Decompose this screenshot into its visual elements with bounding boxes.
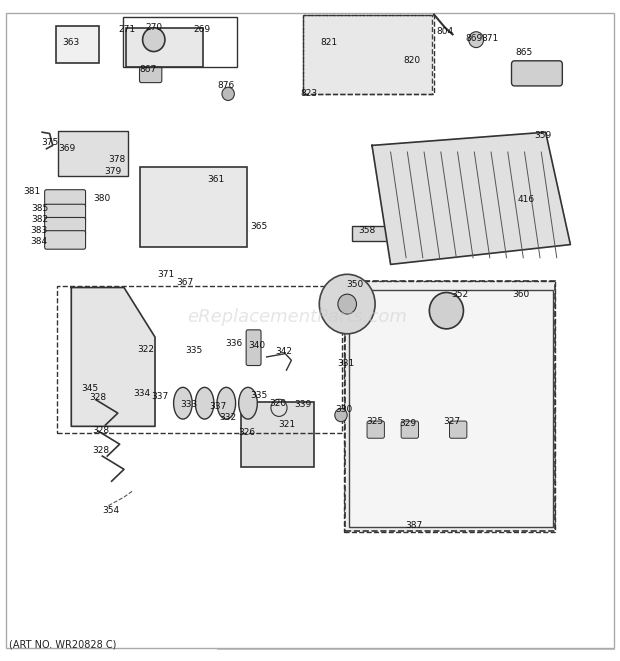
Bar [344,281,555,532]
FancyBboxPatch shape [6,13,614,648]
Text: 380: 380 [94,194,111,203]
FancyBboxPatch shape [140,67,162,83]
Text: 354: 354 [102,506,119,515]
Text: 867: 867 [139,65,156,74]
FancyBboxPatch shape [512,61,562,86]
FancyBboxPatch shape [367,421,384,438]
Circle shape [222,87,234,100]
Text: 337: 337 [210,402,227,411]
FancyBboxPatch shape [241,402,314,467]
FancyBboxPatch shape [45,231,86,249]
FancyBboxPatch shape [140,167,247,247]
FancyBboxPatch shape [345,281,555,531]
Text: 329: 329 [399,418,417,428]
Text: 328: 328 [92,426,109,436]
Circle shape [338,294,356,314]
Ellipse shape [217,387,236,419]
Text: 335: 335 [185,346,202,355]
Text: 336: 336 [226,339,243,348]
Text: 823: 823 [300,89,317,98]
Text: 387: 387 [405,521,423,530]
Text: 367: 367 [176,278,193,288]
Text: 270: 270 [145,23,162,32]
Text: eReplacementParts.com: eReplacementParts.com [188,308,407,327]
FancyBboxPatch shape [450,421,467,438]
Text: 871: 871 [481,34,498,43]
Text: 328: 328 [89,393,107,403]
Text: 340: 340 [249,340,266,350]
Text: 271: 271 [118,25,136,34]
Text: 358: 358 [358,225,376,235]
Text: 382: 382 [32,215,49,224]
Text: (ART NO. WR20828 C): (ART NO. WR20828 C) [9,639,117,649]
FancyBboxPatch shape [349,290,553,527]
Text: 337: 337 [151,392,169,401]
FancyBboxPatch shape [303,15,432,94]
Text: 363: 363 [63,38,80,48]
Polygon shape [372,132,570,264]
Text: 381: 381 [24,187,41,196]
Text: 416: 416 [517,195,534,204]
Text: 330: 330 [335,405,353,414]
Text: 385: 385 [32,204,49,213]
Text: 327: 327 [443,417,460,426]
Text: 359: 359 [534,131,551,140]
Ellipse shape [174,387,192,419]
Text: 804: 804 [436,27,454,36]
Bar [303,15,434,94]
Text: 383: 383 [30,225,47,235]
Text: 335: 335 [250,391,268,400]
Circle shape [319,274,375,334]
Text: 869: 869 [466,34,483,43]
Ellipse shape [239,387,257,419]
Ellipse shape [195,387,214,419]
Text: 321: 321 [278,420,295,429]
Text: 320: 320 [269,399,286,408]
Text: 322: 322 [137,344,154,354]
Text: 332: 332 [219,413,237,422]
FancyBboxPatch shape [352,226,389,241]
Text: 378: 378 [108,155,125,165]
Text: 339: 339 [294,400,311,409]
Text: 334: 334 [133,389,150,398]
Circle shape [143,28,165,52]
Text: 365: 365 [250,221,268,231]
Polygon shape [71,288,155,426]
Text: 331: 331 [337,359,355,368]
Text: 328: 328 [92,446,109,455]
Bar [57,286,342,433]
FancyBboxPatch shape [45,190,86,208]
FancyBboxPatch shape [45,217,86,236]
FancyBboxPatch shape [56,26,99,63]
Text: 876: 876 [218,81,235,91]
Circle shape [335,408,347,422]
Text: 325: 325 [366,417,384,426]
Text: 361: 361 [207,175,224,184]
Text: 269: 269 [193,25,210,34]
FancyBboxPatch shape [246,330,261,366]
Text: 352: 352 [451,290,469,299]
Bar [123,17,237,67]
Text: 369: 369 [58,144,76,153]
FancyBboxPatch shape [401,421,418,438]
Text: 379: 379 [104,167,122,176]
Text: 375: 375 [41,137,58,147]
Text: 865: 865 [515,48,533,58]
Text: 384: 384 [30,237,47,246]
Text: 371: 371 [157,270,175,279]
FancyBboxPatch shape [58,131,128,176]
Text: 345: 345 [81,384,99,393]
FancyBboxPatch shape [45,204,86,223]
Text: 820: 820 [404,56,421,65]
Text: 821: 821 [320,38,337,48]
FancyBboxPatch shape [126,28,203,67]
Text: 333: 333 [180,400,198,409]
Text: 350: 350 [346,280,363,289]
Text: 326: 326 [238,428,255,438]
Ellipse shape [429,292,464,329]
Text: 360: 360 [512,290,529,299]
Text: 342: 342 [275,347,293,356]
Circle shape [469,32,484,48]
